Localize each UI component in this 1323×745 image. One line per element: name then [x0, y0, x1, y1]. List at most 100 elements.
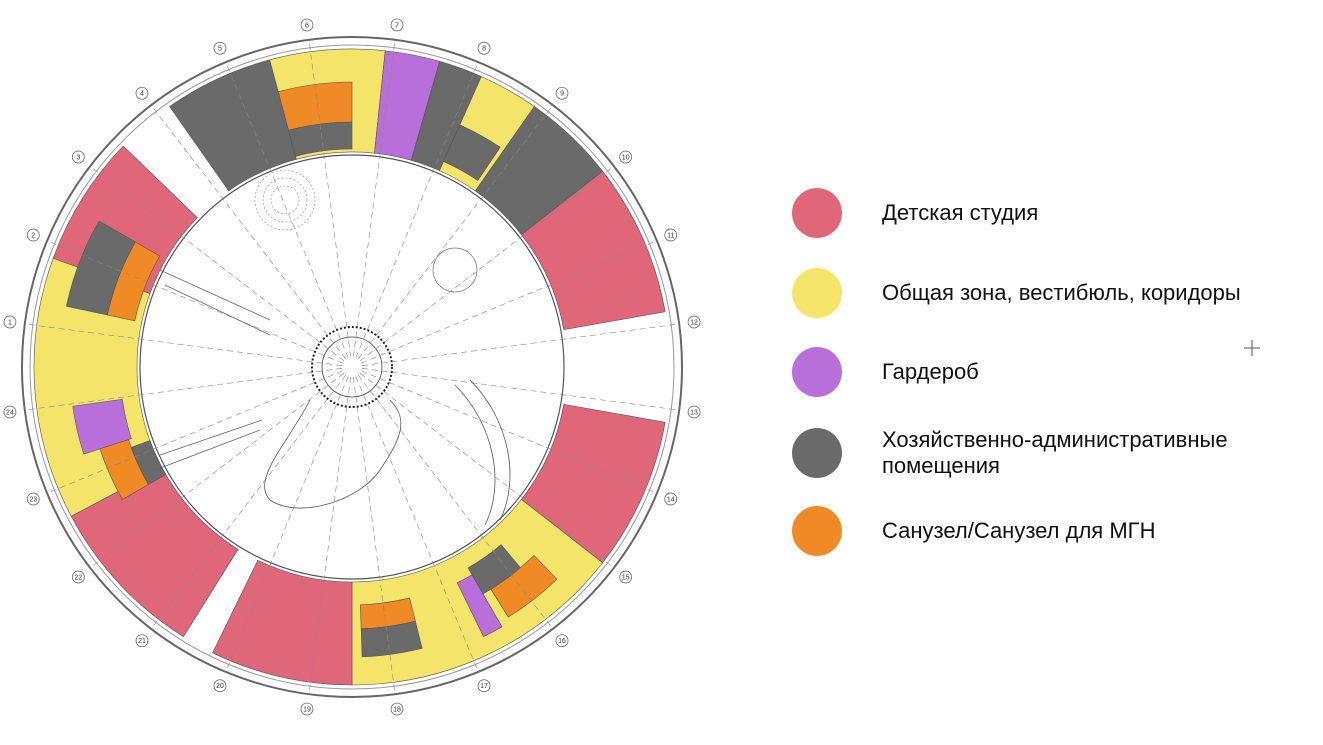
legend-item: Санузел/Санузел для МГН [792, 506, 1155, 556]
radial-axis [357, 105, 554, 360]
radial-axis [353, 39, 396, 358]
axis-label: 18 [393, 706, 401, 713]
radial-axis [361, 240, 657, 364]
radial-axis [90, 372, 345, 569]
zone [521, 170, 666, 331]
axis-bubble [664, 492, 678, 506]
axis-bubble [26, 492, 40, 506]
legend-swatch [792, 347, 842, 397]
axis-label: 17 [480, 683, 488, 690]
axis-label: 6 [305, 22, 309, 29]
radial-axis [90, 165, 345, 362]
axis-bubble [619, 150, 633, 164]
axis-label: 16 [558, 638, 566, 645]
tree [432, 247, 478, 293]
room [360, 620, 423, 658]
axis-label: 21 [138, 638, 146, 645]
axis-label: 12 [690, 319, 698, 326]
axis-bubble [71, 570, 85, 584]
legend-label: Санузел/Санузел для МГН [882, 518, 1155, 544]
axis-bubble [135, 86, 149, 100]
room [288, 121, 353, 157]
axis-label: 23 [29, 496, 37, 503]
legend-text: помещения [882, 453, 1000, 478]
axis-label: 20 [216, 683, 224, 690]
axis-label: 4 [140, 91, 144, 98]
legend-label: Общая зона, вестибюль, коридоры [882, 280, 1241, 306]
axis-bubble [135, 634, 149, 648]
axis-label: 14 [667, 496, 675, 503]
legend-swatch [792, 268, 842, 318]
axis-bubble [477, 41, 491, 55]
spiral [270, 185, 300, 215]
legend-text: Хозяйственно-административные [882, 427, 1228, 452]
axis-label: 3 [76, 154, 80, 161]
radial-axis [361, 370, 657, 494]
axis-bubble [213, 41, 227, 55]
room [107, 241, 161, 322]
axis-label: 8 [482, 46, 486, 53]
axis-bubble [3, 405, 17, 419]
cursor [1244, 340, 1260, 356]
axis-label: 9 [560, 91, 564, 98]
legend-text: Общая зона, вестибюль, коридоры [882, 280, 1241, 305]
radial-axis [47, 370, 343, 494]
axis-label: 19 [303, 706, 311, 713]
room [443, 124, 501, 181]
axis-bubble [664, 228, 678, 242]
axis-bubble [687, 315, 701, 329]
ramp [454, 379, 511, 526]
outer-ring-inner [29, 44, 675, 690]
axis-bubble [555, 86, 569, 100]
axis-bubble [390, 18, 404, 32]
axis-bubble [619, 570, 633, 584]
radial-axis [308, 376, 351, 695]
room [72, 398, 132, 455]
ramp-left [154, 269, 271, 471]
radial-axis [225, 62, 349, 358]
legend-text: Гардероб [882, 359, 979, 384]
radial-axis [225, 376, 349, 672]
legend-swatch [792, 506, 842, 556]
legend-text: Детская студия [882, 200, 1039, 225]
radial-axis [355, 62, 479, 358]
radial-axis [308, 39, 351, 358]
radial-axis [47, 240, 343, 364]
radial-axis [359, 372, 614, 569]
outer-ring [21, 36, 683, 698]
axis-bubble [300, 702, 314, 716]
axis-label: 2 [31, 232, 35, 239]
legend-label: Хозяйственно-административные помещения [882, 427, 1228, 479]
legend-label: Гардероб [882, 359, 979, 385]
radial-axis [24, 323, 343, 366]
axis-bubble [555, 634, 569, 648]
axis-bubble [300, 18, 314, 32]
radial-axis [353, 376, 396, 695]
legend-item: Общая зона, вестибюль, коридоры [792, 268, 1241, 318]
axis-label: 7 [395, 22, 399, 29]
spiral [262, 177, 308, 223]
legend-label: Детская студия [882, 200, 1038, 226]
axis-bubble [213, 679, 227, 693]
radial-axis [355, 376, 479, 672]
legend-swatch [792, 428, 842, 478]
legend-text: Санузел/Санузел для МГН [882, 518, 1156, 543]
radial-axis [359, 165, 614, 362]
radial-axis [150, 374, 347, 629]
radial-axis [150, 105, 347, 360]
legend-swatch [792, 188, 842, 238]
axis-label: 5 [218, 46, 222, 53]
radial-axis [357, 374, 554, 629]
axis-bubble [3, 315, 17, 329]
room [130, 440, 167, 485]
radial-axis [361, 323, 680, 366]
room [467, 544, 521, 595]
axis-label: 24 [6, 409, 14, 416]
inner-circle [139, 154, 565, 580]
axis-bubble [71, 150, 85, 164]
axis-bubble [26, 228, 40, 242]
radial-axis [361, 368, 680, 411]
axis-label: 1 [8, 319, 12, 326]
